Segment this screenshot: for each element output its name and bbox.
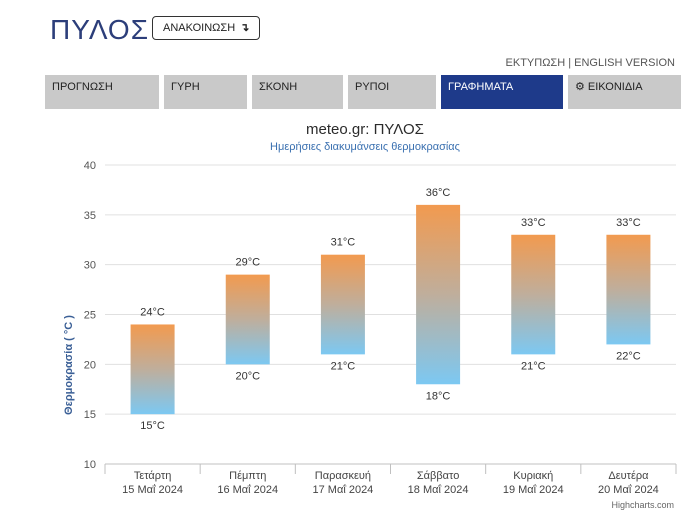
english-version-link[interactable]: ENGLISH VERSION — [574, 57, 675, 69]
min-temp-label: 22°C — [616, 350, 641, 362]
x-tick-day-label: Δευτέρα — [608, 470, 649, 482]
max-temp-label: 36°C — [426, 187, 451, 199]
tab-label: ΣΚΟΝΗ — [259, 81, 298, 93]
min-temp-label: 18°C — [426, 390, 451, 402]
print-link[interactable]: ΕΚΤΥΠΩΣΗ — [505, 57, 566, 69]
x-tick-date-label: 17 Μαΐ 2024 — [313, 484, 374, 496]
temperature-range-bar[interactable] — [130, 324, 175, 415]
tab-label: ΓΥΡΗ — [171, 81, 200, 93]
arrow-down-right-icon: ↴ — [240, 22, 250, 34]
y-tick-label: 15 — [84, 409, 96, 421]
x-tick-day-label: Πέμπτη — [229, 470, 266, 482]
x-tick-day-label: Κυριακή — [513, 470, 553, 482]
chart-title: meteo.gr: ΠΥΛΟΣ — [306, 121, 424, 138]
y-tick-label: 35 — [84, 210, 96, 222]
tab-label: ΡΥΠΟΙ — [355, 81, 390, 93]
tab-charts[interactable]: ΓΡΑΦΗΜΑΤΑ — [441, 75, 563, 109]
tab-bar: ΠΡΟΓΝΩΣΗ ΓΥΡΗ ΣΚΟΝΗ ΡΥΠΟΙ ΓΡΑΦΗΜΑΤΑ ⚙ ΕΙΚ… — [45, 75, 681, 109]
x-tick-date-label: 19 Μαΐ 2024 — [503, 484, 564, 496]
chart-svg: meteo.gr: ΠΥΛΟΣ Ημερήσιες διακυμάνσεις θ… — [63, 121, 677, 510]
min-temp-label: 15°C — [140, 420, 165, 432]
x-tick-date-label: 15 Μαΐ 2024 — [122, 484, 183, 496]
credits-link[interactable]: Highcharts.com — [611, 500, 674, 510]
x-tick-date-label: 18 Μαΐ 2024 — [408, 484, 469, 496]
y-tick-label: 10 — [84, 459, 96, 471]
separator: | — [565, 57, 575, 69]
min-temp-label: 21°C — [331, 360, 356, 372]
x-tick-date-label: 20 Μαΐ 2024 — [598, 484, 659, 496]
tab-pollutants[interactable]: ΡΥΠΟΙ — [348, 75, 436, 109]
max-temp-label: 24°C — [140, 306, 165, 318]
tab-forecast[interactable]: ΠΡΟΓΝΩΣΗ — [45, 75, 159, 109]
tab-label: ΠΡΟΓΝΩΣΗ — [52, 81, 113, 93]
x-tick-day-label: Παρασκευή — [315, 470, 371, 482]
tab-dust[interactable]: ΣΚΟΝΗ — [252, 75, 343, 109]
chart-subtitle: Ημερήσιες διακυμάνσεις θερμοκρασίας — [270, 141, 460, 153]
max-temp-label: 33°C — [521, 217, 546, 229]
top-links: ΕΚΤΥΠΩΣΗ | ENGLISH VERSION — [506, 57, 675, 69]
tab-icons[interactable]: ⚙ ΕΙΚΟΝΙΔΙΑ — [568, 75, 681, 109]
tab-pollen[interactable]: ΓΥΡΗ — [164, 75, 247, 109]
temperature-range-bar[interactable] — [416, 204, 461, 385]
max-temp-label: 31°C — [331, 237, 356, 249]
y-tick-label: 40 — [84, 160, 96, 172]
temperature-range-bar[interactable] — [320, 254, 365, 355]
min-temp-label: 20°C — [235, 370, 260, 382]
tab-label: ΕΙΚΟΝΙΔΙΑ — [587, 81, 643, 93]
y-tick-label: 30 — [84, 260, 96, 272]
announcement-button[interactable]: ΑΝΑΚΟΙΝΩΣΗ ↴ — [152, 16, 261, 40]
temperature-range-bar[interactable] — [225, 274, 270, 365]
y-tick-label: 25 — [84, 310, 96, 322]
announcement-label: ΑΝΑΚΟΙΝΩΣΗ — [163, 22, 236, 34]
x-tick-day-label: Σάββατο — [417, 470, 459, 482]
max-temp-label: 33°C — [616, 217, 641, 229]
y-tick-label: 20 — [84, 359, 96, 371]
page-title: ΠΥΛΟΣ — [50, 14, 150, 45]
max-temp-label: 29°C — [235, 257, 260, 269]
gear-icon: ⚙ — [575, 81, 585, 93]
temperature-range-bar[interactable] — [606, 234, 651, 345]
x-tick-date-label: 16 Μαΐ 2024 — [217, 484, 278, 496]
temperature-chart: meteo.gr: ΠΥΛΟΣ Ημερήσιες διακυμάνσεις θ… — [0, 110, 697, 525]
min-temp-label: 21°C — [521, 360, 546, 372]
temperature-range-bar[interactable] — [511, 234, 556, 355]
x-tick-day-label: Τετάρτη — [134, 470, 172, 482]
tab-label: ΓΡΑΦΗΜΑΤΑ — [448, 81, 514, 93]
y-axis-label: Θερμοκρασία ( °C ) — [63, 315, 75, 415]
